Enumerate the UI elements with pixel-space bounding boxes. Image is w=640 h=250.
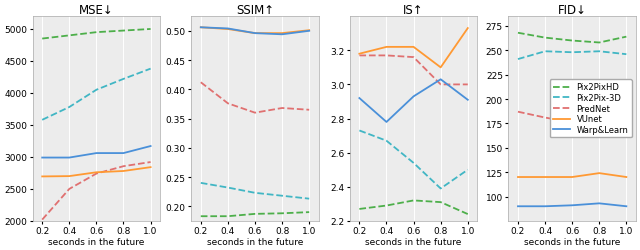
Title: IS↑: IS↑ [403,4,424,17]
Title: FID↓: FID↓ [557,4,587,17]
X-axis label: seconds in the future: seconds in the future [48,237,145,246]
X-axis label: seconds in the future: seconds in the future [365,237,461,246]
Title: MSE↓: MSE↓ [79,4,114,17]
Legend: Pix2PixHD, Pix2Pix-3D, PredNet, VUnet, Warp&Learn: Pix2PixHD, Pix2Pix-3D, PredNet, VUnet, W… [550,80,632,138]
X-axis label: seconds in the future: seconds in the future [207,237,303,246]
X-axis label: seconds in the future: seconds in the future [524,237,620,246]
Title: SSIM↑: SSIM↑ [236,4,274,17]
